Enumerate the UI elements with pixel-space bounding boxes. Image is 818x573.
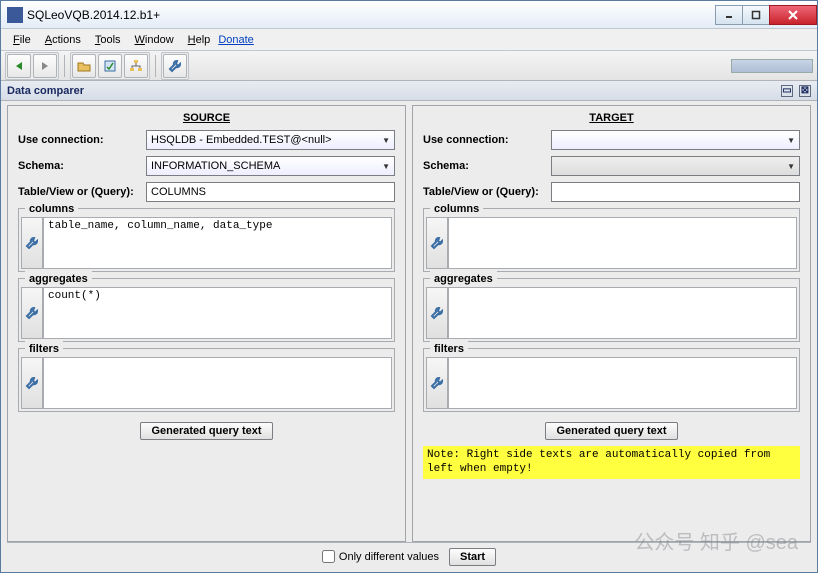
panel-title: Data comparer xyxy=(7,85,84,97)
toolbar xyxy=(1,51,817,81)
target-aggregates-textarea[interactable] xyxy=(448,287,797,339)
close-panel-icon[interactable]: ⊠ xyxy=(799,85,811,97)
schema-button[interactable] xyxy=(124,54,148,78)
source-filters-tool-icon[interactable] xyxy=(21,357,43,409)
source-columns-tool-icon[interactable] xyxy=(21,217,43,269)
target-pane: TARGET Use connection: Schema: Table/Vie… xyxy=(412,105,811,542)
target-schema-select[interactable] xyxy=(551,156,800,176)
app-icon xyxy=(7,7,23,23)
target-schema-label: Schema: xyxy=(423,160,551,172)
detach-icon[interactable]: ▭ xyxy=(781,85,793,97)
source-tableview-input[interactable] xyxy=(146,182,395,202)
source-filters-textarea[interactable] xyxy=(43,357,392,409)
forward-button[interactable] xyxy=(33,54,57,78)
source-filters-fieldset: filters xyxy=(18,348,395,412)
only-different-input[interactable] xyxy=(322,550,335,563)
footer: Only different values Start xyxy=(7,542,811,570)
target-aggregates-fieldset: aggregates xyxy=(423,278,800,342)
target-columns-fieldset: columns xyxy=(423,208,800,272)
subheader: Data comparer ▭ ⊠ xyxy=(1,81,817,101)
source-pane: SOURCE Use connection: HSQLDB - Embedded… xyxy=(7,105,406,542)
window-controls xyxy=(716,5,817,25)
target-columns-tool-icon[interactable] xyxy=(426,217,448,269)
start-button[interactable]: Start xyxy=(449,548,496,566)
target-connection-select[interactable] xyxy=(551,130,800,150)
minimize-button[interactable] xyxy=(715,5,743,25)
target-tableview-input[interactable] xyxy=(551,182,800,202)
app-window: SQLeoVQB.2014.12.b1+ File Actions Tools … xyxy=(0,0,818,573)
close-button[interactable] xyxy=(769,5,817,25)
target-filters-textarea[interactable] xyxy=(448,357,797,409)
target-generated-query-button[interactable]: Generated query text xyxy=(545,422,677,440)
menubar: File Actions Tools Window Help Donate xyxy=(1,29,817,51)
settings-button[interactable] xyxy=(163,54,187,78)
target-columns-textarea[interactable] xyxy=(448,217,797,269)
open-button[interactable] xyxy=(72,54,96,78)
target-aggregates-tool-icon[interactable] xyxy=(426,287,448,339)
target-filters-fieldset: filters xyxy=(423,348,800,412)
panes: SOURCE Use connection: HSQLDB - Embedded… xyxy=(7,105,811,542)
source-connection-label: Use connection: xyxy=(18,134,146,146)
toolbar-separator xyxy=(64,55,65,77)
source-heading: SOURCE xyxy=(18,112,395,124)
target-filters-tool-icon[interactable] xyxy=(426,357,448,409)
source-schema-select[interactable]: INFORMATION_SCHEMA xyxy=(146,156,395,176)
source-generated-query-button[interactable]: Generated query text xyxy=(140,422,272,440)
menu-file[interactable]: File xyxy=(7,32,37,48)
source-columns-textarea[interactable] xyxy=(43,217,392,269)
only-different-checkbox[interactable]: Only different values xyxy=(322,550,439,563)
source-aggregates-textarea[interactable] xyxy=(43,287,392,339)
back-button[interactable] xyxy=(7,54,31,78)
target-tableview-label: Table/View or (Query): xyxy=(423,186,551,198)
window-title: SQLeoVQB.2014.12.b1+ xyxy=(27,8,716,22)
source-columns-fieldset: columns xyxy=(18,208,395,272)
maximize-button[interactable] xyxy=(742,5,770,25)
query-button[interactable] xyxy=(98,54,122,78)
source-aggregates-fieldset: aggregates xyxy=(18,278,395,342)
toolbar-separator-2 xyxy=(155,55,156,77)
menu-donate[interactable]: Donate xyxy=(218,34,253,46)
progress-bar xyxy=(731,59,813,73)
source-aggregates-tool-icon[interactable] xyxy=(21,287,43,339)
main-area: SOURCE Use connection: HSQLDB - Embedded… xyxy=(1,101,817,572)
target-heading: TARGET xyxy=(423,112,800,124)
target-note: Note: Right side texts are automatically… xyxy=(423,446,800,479)
menu-help[interactable]: Help xyxy=(182,32,217,48)
source-connection-select[interactable]: HSQLDB - Embedded.TEST@<null> xyxy=(146,130,395,150)
titlebar: SQLeoVQB.2014.12.b1+ xyxy=(1,1,817,29)
menu-window[interactable]: Window xyxy=(129,32,180,48)
menu-actions[interactable]: Actions xyxy=(39,32,87,48)
source-schema-label: Schema: xyxy=(18,160,146,172)
source-tableview-label: Table/View or (Query): xyxy=(18,186,146,198)
menu-tools[interactable]: Tools xyxy=(89,32,127,48)
target-connection-label: Use connection: xyxy=(423,134,551,146)
